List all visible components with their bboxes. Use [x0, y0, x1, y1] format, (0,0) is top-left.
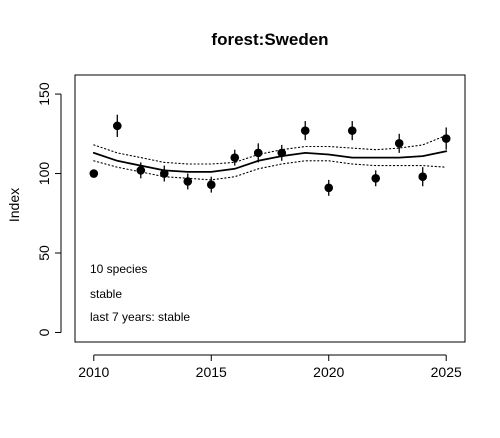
- trend-lines: [92, 134, 448, 181]
- y-tick-label: 100: [36, 162, 52, 186]
- data-point: [136, 166, 146, 175]
- chart-title: forest:Sweden: [211, 30, 328, 49]
- data-point: [253, 148, 263, 158]
- annotation-recent-trend: last 7 years: stable: [90, 310, 190, 324]
- data-point: [277, 148, 287, 158]
- data-point: [112, 121, 122, 131]
- data-point: [183, 177, 193, 186]
- trend-solid-line: [92, 150, 448, 173]
- x-tick-label: 2015: [196, 364, 227, 380]
- data-point: [347, 126, 357, 135]
- data-point: [159, 169, 169, 178]
- data-point: [371, 174, 381, 183]
- y-tick-label: 0: [36, 328, 52, 336]
- data-point: [394, 139, 404, 148]
- data-point: [324, 183, 334, 193]
- data-point: [418, 172, 428, 182]
- data-point: [230, 153, 240, 162]
- x-tick-label: 2010: [78, 364, 109, 380]
- data-point: [300, 126, 310, 135]
- axes: 2010 2015 2020 2025 0 50 100 150: [36, 82, 462, 380]
- trend-lower-dotted-line: [93, 160, 447, 181]
- x-tick-label: 2020: [313, 364, 344, 380]
- data-point: [89, 169, 99, 178]
- y-tick-label: 150: [36, 82, 52, 106]
- data-point: [441, 134, 451, 143]
- y-axis-label: Index: [6, 188, 22, 222]
- annotation-trend: stable: [90, 287, 122, 301]
- plot-frame: [74, 74, 466, 343]
- annotation-species-count: 10 species: [90, 262, 147, 276]
- data-points: [89, 114, 451, 196]
- trend-upper-dotted-line: [93, 134, 447, 165]
- y-tick-label: 50: [36, 245, 52, 261]
- x-tick-label: 2025: [431, 364, 462, 380]
- data-point: [206, 180, 216, 189]
